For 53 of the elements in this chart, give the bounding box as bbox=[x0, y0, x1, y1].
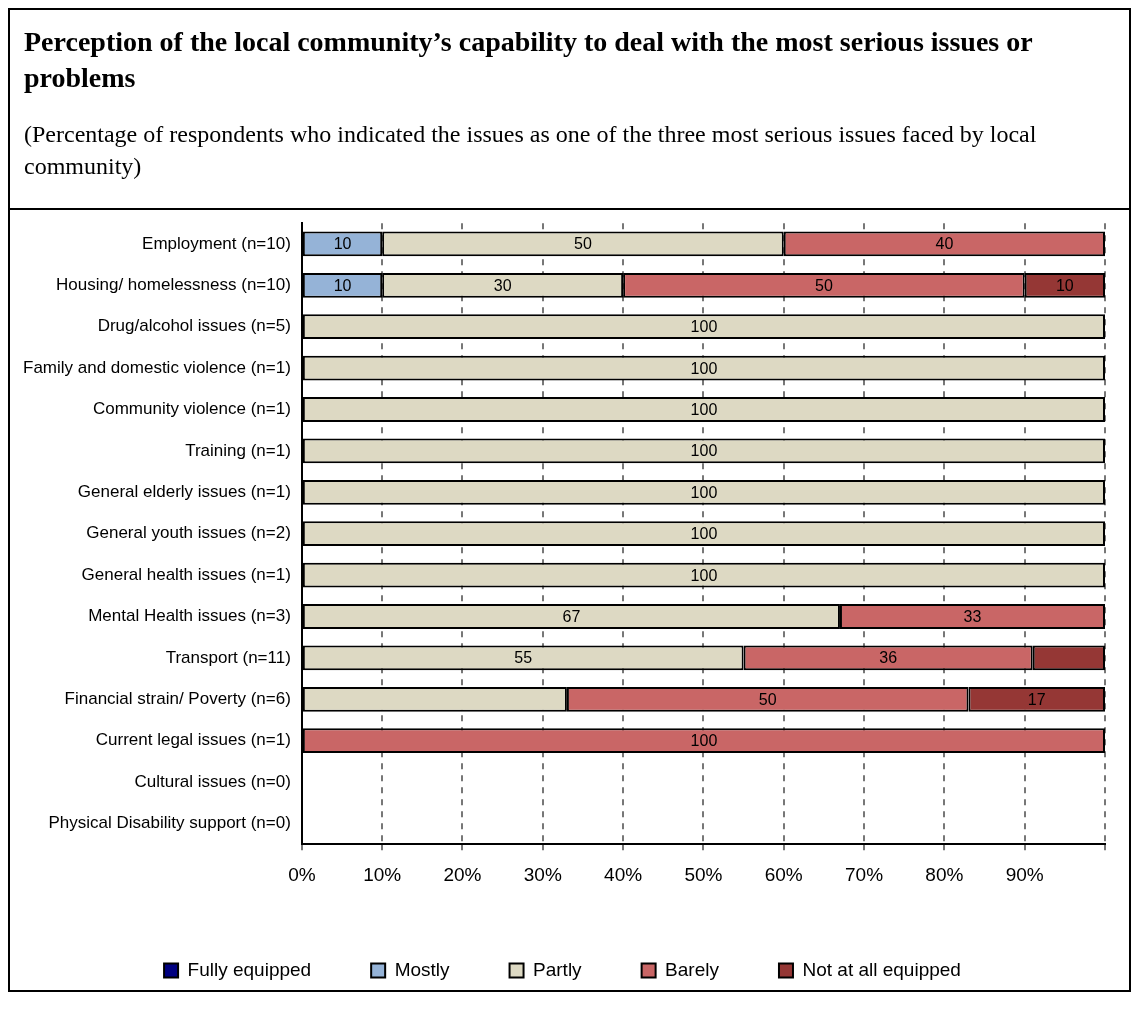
y-tick-label: Mental Health issues (n=3) bbox=[88, 606, 291, 626]
x-tick-label: 10% bbox=[363, 863, 402, 885]
legend-label: Not at all equipped bbox=[802, 958, 961, 980]
x-tick-label: 40% bbox=[604, 863, 643, 885]
data-label: 30 bbox=[493, 276, 512, 294]
legend-label: Partly bbox=[533, 958, 583, 980]
x-tick-label: 70% bbox=[845, 863, 884, 885]
x-tick-label: 90% bbox=[1005, 863, 1044, 885]
y-tick-label: Financial strain/ Poverty (n=6) bbox=[64, 688, 291, 708]
data-label: 17 bbox=[1027, 690, 1046, 708]
data-label: 100 bbox=[690, 732, 718, 750]
y-tick-label: General elderly issues (n=1) bbox=[77, 481, 291, 501]
y-tick-label: Family and domestic violence (n=1) bbox=[22, 357, 291, 377]
data-label: 55 bbox=[514, 649, 533, 667]
x-tick-label: 50% bbox=[684, 863, 723, 885]
data-label: 100 bbox=[690, 400, 718, 418]
x-tick-label: 20% bbox=[443, 863, 482, 885]
data-label: 50 bbox=[815, 276, 833, 294]
data-label: 100 bbox=[690, 442, 718, 460]
x-tick-label: 30% bbox=[523, 863, 562, 885]
data-label: 100 bbox=[690, 318, 718, 336]
data-label: 100 bbox=[690, 483, 718, 501]
data-label: 50 bbox=[574, 235, 592, 253]
data-label: 36 bbox=[879, 649, 898, 667]
x-tick-label: 80% bbox=[925, 863, 964, 885]
y-tick-label: General youth issues (n=2) bbox=[86, 523, 291, 543]
data-label: 50 bbox=[758, 690, 777, 708]
legend-label: Fully equipped bbox=[187, 958, 312, 980]
chart-title: Perception of the local community’s capability to deal with the most serious issues or problems bbox=[24, 25, 1034, 95]
chart-subtitle: (Percentage of respondents who indicated the issues as one of the three most serious issues faced by local community) bbox=[24, 120, 1038, 181]
data-label: 100 bbox=[690, 566, 718, 584]
data-label: 100 bbox=[690, 359, 718, 377]
data-label: 10 bbox=[1055, 276, 1074, 294]
legend-label: Mostly bbox=[394, 958, 451, 980]
data-label: 33 bbox=[963, 607, 982, 625]
y-tick-label: Housing/ homelessness (n=10) bbox=[56, 274, 291, 294]
data-label: 10 bbox=[333, 276, 352, 294]
data-label: 40 bbox=[935, 235, 954, 253]
y-tick-label: Cultural issues (n=0) bbox=[134, 771, 291, 791]
y-tick-label: Community violence (n=1) bbox=[92, 399, 291, 419]
y-tick-label: Employment (n=10) bbox=[142, 233, 291, 253]
x-tick-label: 0% bbox=[288, 863, 316, 885]
y-tick-label: Physical Disability support (n=0) bbox=[48, 813, 291, 833]
data-label: 67 bbox=[562, 607, 581, 625]
data-label: 100 bbox=[690, 525, 718, 543]
legend-label: Barely bbox=[665, 958, 720, 980]
y-tick-label: Transport (n=11) bbox=[165, 647, 291, 667]
x-tick-label: 60% bbox=[764, 863, 803, 885]
y-tick-label: Current legal issues (n=1) bbox=[95, 730, 291, 750]
y-tick-label: Training (n=1) bbox=[185, 440, 291, 460]
data-label: 10 bbox=[333, 235, 352, 253]
y-tick-label: General health issues (n=1) bbox=[81, 564, 291, 584]
y-tick-label: Drug/alcohol issues (n=5) bbox=[97, 316, 291, 336]
